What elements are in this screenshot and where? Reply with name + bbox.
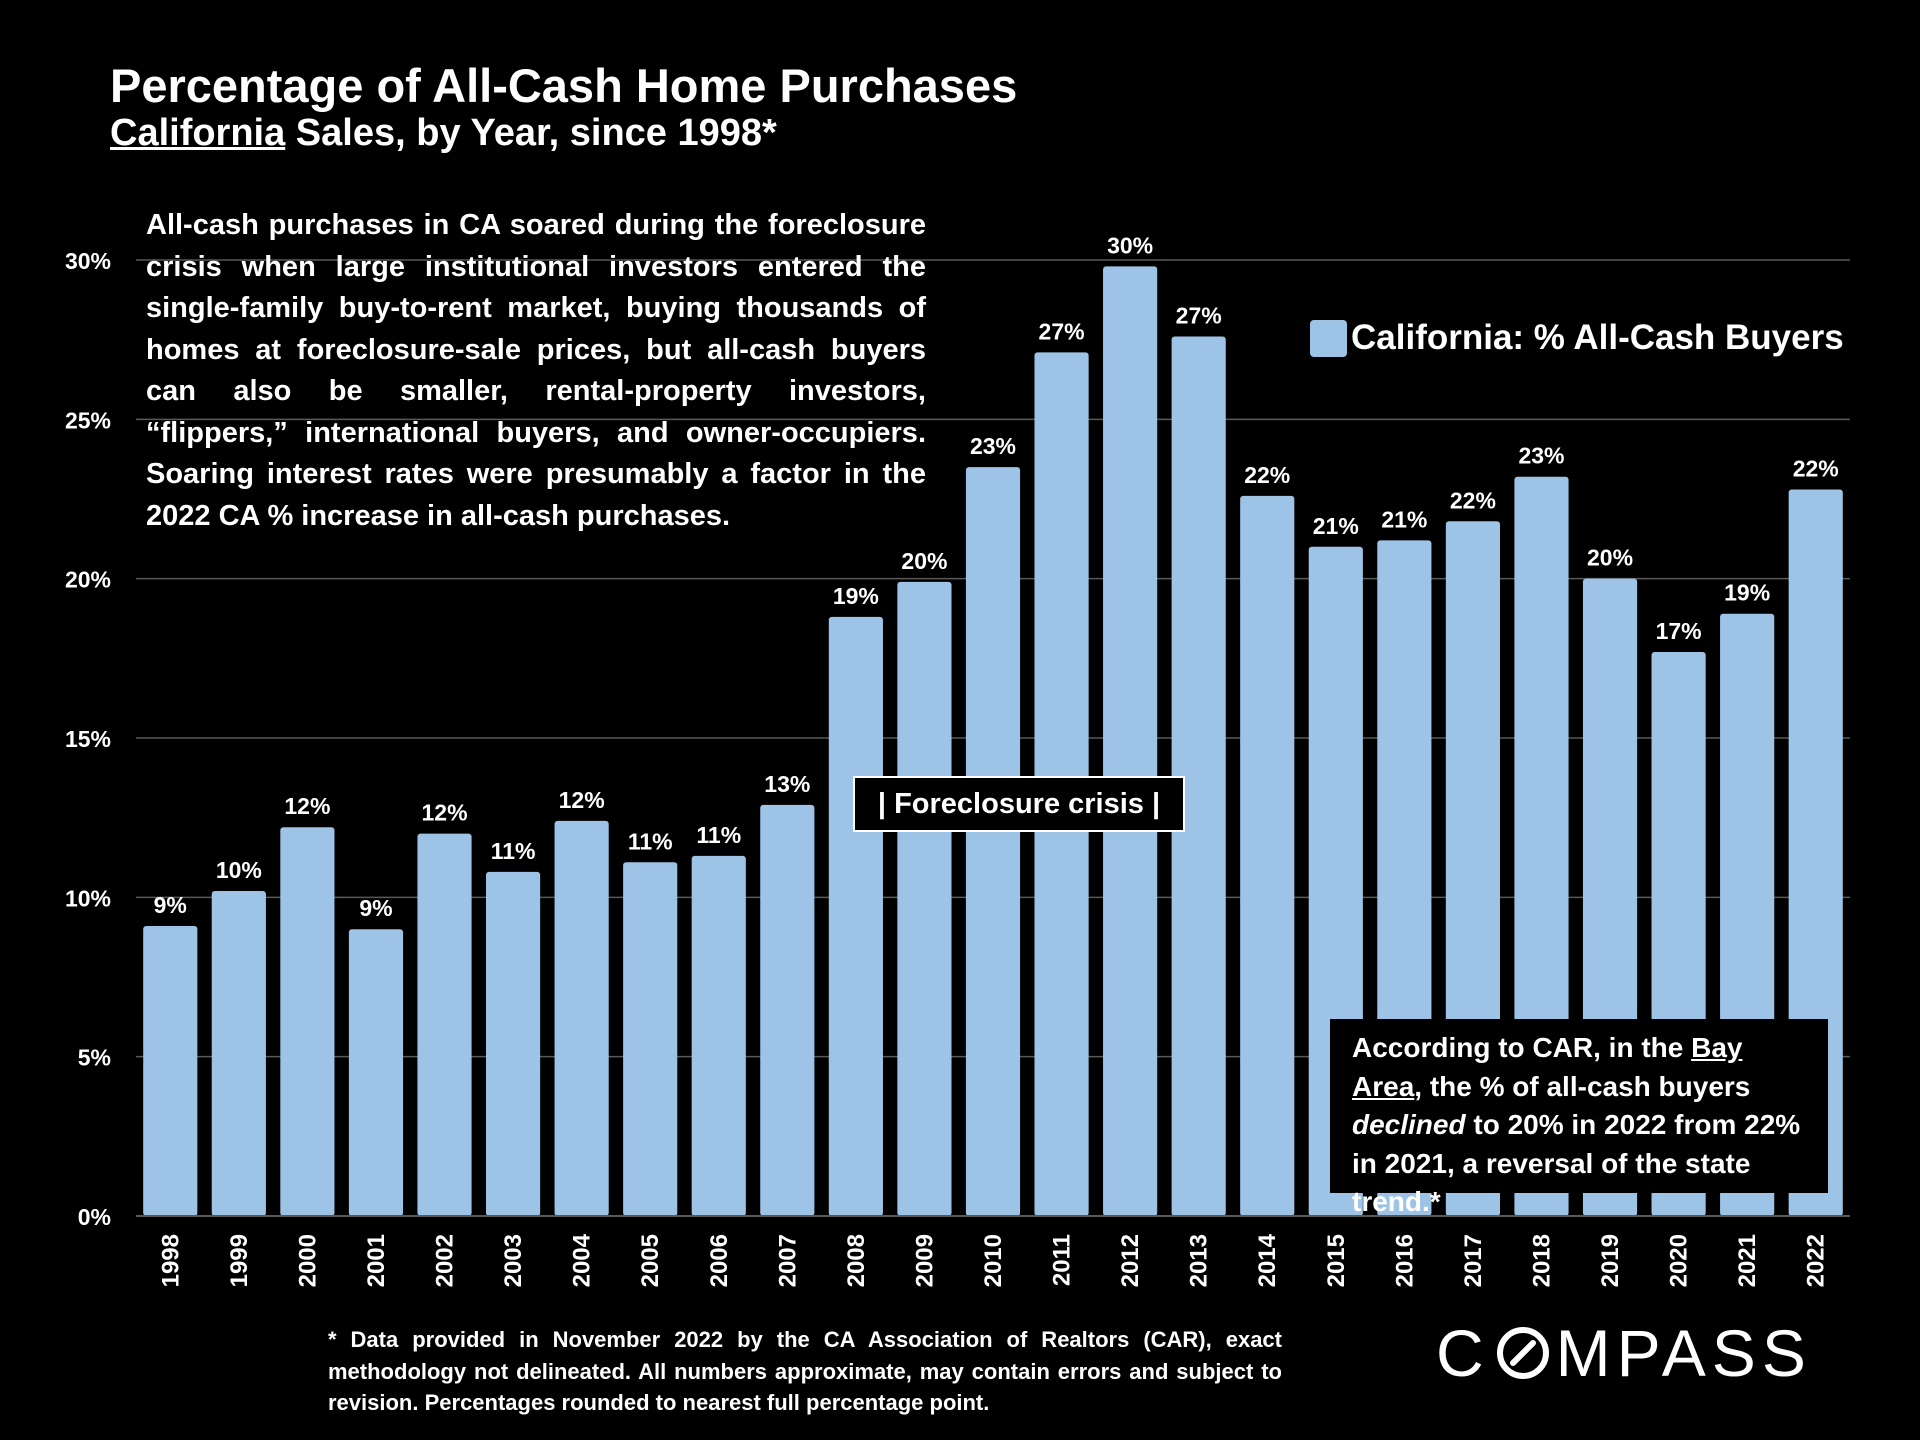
bar [691,855,746,1216]
bar [348,929,404,1216]
legend: California: % All-Cash Buyers [1310,318,1844,358]
x-tick-label: 2022 [1803,1234,1830,1287]
bar [760,804,815,1216]
x-tick-label: 2009 [911,1234,938,1287]
x-tick-label: 2013 [1186,1234,1213,1287]
chart-subtitle: California Sales, by Year, since 1998* [110,112,777,155]
x-tick-label: 2021 [1734,1234,1761,1287]
y-tick-label: 5% [78,1045,111,1071]
bay-area-annotation: According to CAR, in the Bay Area, the %… [1330,1019,1828,1217]
data-label: 30% [1107,232,1153,258]
data-label: 20% [1587,545,1633,571]
data-label: 21% [1313,513,1359,539]
y-tick-label: 25% [65,407,111,433]
bay-area-text-1: According to CAR, in the [1352,1032,1692,1063]
bar [554,820,609,1216]
x-tick-label: 2004 [569,1233,596,1287]
x-tick-label: 2018 [1528,1234,1555,1287]
bar [417,833,472,1216]
data-label: 11% [628,828,673,854]
bar [828,616,883,1216]
footnote: * Data provided in November 2022 by the … [328,1327,1282,1415]
x-tick-label: 2008 [843,1234,870,1287]
data-label: 22% [1450,487,1496,513]
logo-text-left: C [1436,1316,1490,1390]
data-label: 19% [833,583,879,609]
description-text: All-cash purchases in CA soared during t… [146,209,926,532]
value-labels: 9% 10% 12% 9% 12% 11% 12% 11% 11% 13% 19% 20% 23% 27%… [154,232,1839,921]
data-label: 13% [764,771,810,797]
x-tick-label: 2001 [363,1234,390,1287]
bar [897,581,952,1216]
data-label: 23% [1518,443,1564,469]
x-tick-label: 2003 [500,1234,527,1287]
data-label: 12% [284,793,330,819]
bar [623,862,678,1216]
x-tick-label: 2002 [432,1234,459,1287]
data-label: 9% [359,895,392,921]
x-tick-label: 2000 [294,1234,321,1287]
x-tick-label: 2011 [1049,1234,1076,1286]
bar [1171,336,1226,1217]
legend-label: California: % All-Cash Buyers [1351,318,1844,357]
x-tick-label: 2019 [1597,1234,1624,1287]
bars [143,266,1843,1217]
x-tick-label: 2006 [706,1234,733,1287]
foreclosure-crisis-annotation: | Foreclosure crisis | [853,776,1185,832]
data-label: 27% [1039,318,1085,344]
x-tick-label: 2012 [1117,1234,1144,1287]
y-tick-label: 0% [78,1204,111,1230]
data-label: 20% [901,548,947,574]
compass-o-icon [1496,1327,1549,1379]
x-tick-label: 2015 [1323,1234,1350,1287]
logo-text-right: MPASS [1555,1316,1812,1390]
bay-area-text-2: , the % of all-cash buyers [1414,1070,1751,1102]
x-tick-label: 2007 [774,1234,801,1287]
x-axis: 1998 1999 2000 2001 2002 2003 2004 2005 2006 2007… [136,1215,1850,1287]
subtitle-rest: Sales, by Year, since 1998* [285,112,777,154]
data-label: 27% [1176,302,1222,328]
bar [143,926,198,1216]
x-tick-label: 2017 [1460,1234,1487,1287]
data-label: 9% [154,892,187,918]
x-tick-label: 1999 [226,1234,253,1287]
data-label: 11% [696,822,741,848]
x-tick-label: 2020 [1666,1234,1693,1287]
bar [965,467,1021,1217]
bar [1103,266,1158,1217]
x-tick-label: 2016 [1391,1234,1418,1287]
data-label: 23% [970,433,1016,459]
legend-swatch [1310,319,1347,357]
x-tick-label: 1998 [157,1234,184,1287]
data-label: 19% [1724,580,1770,606]
data-label: 17% [1656,618,1702,644]
data-label: 12% [559,787,605,813]
bay-area-link-text: Bay Area [1352,1032,1743,1102]
bar [211,890,266,1216]
y-tick-label: 20% [65,567,111,593]
compass-logo: C MPASS [1436,1320,1812,1386]
y-tick-label: 15% [65,726,111,752]
bar [485,871,541,1216]
bay-area-emphasis: declined [1352,1109,1466,1140]
y-tick-label: 10% [65,885,111,911]
bar [1240,495,1295,1216]
data-label: 22% [1793,455,1839,481]
bar [280,827,335,1216]
data-label: 22% [1244,462,1290,488]
x-tick-label: 2005 [637,1234,664,1287]
y-tick-label: 30% [65,248,111,274]
data-label: 10% [216,857,262,883]
chart-title: Percentage of All-Cash Home Purchases [110,59,1018,112]
x-tick-label: 2014 [1254,1233,1281,1287]
data-label: 12% [421,800,467,826]
data-label: 21% [1381,506,1427,532]
y-axis: 0% 5% 10% 15% 20% 25% 30% [65,248,111,1230]
x-tick-label: 2010 [980,1234,1007,1287]
data-label: 11% [491,838,536,864]
subtitle-region: California [110,112,286,154]
bay-area-text-3: to 20% in 2022 from 22% in 2021, a rever… [1352,1109,1801,1217]
